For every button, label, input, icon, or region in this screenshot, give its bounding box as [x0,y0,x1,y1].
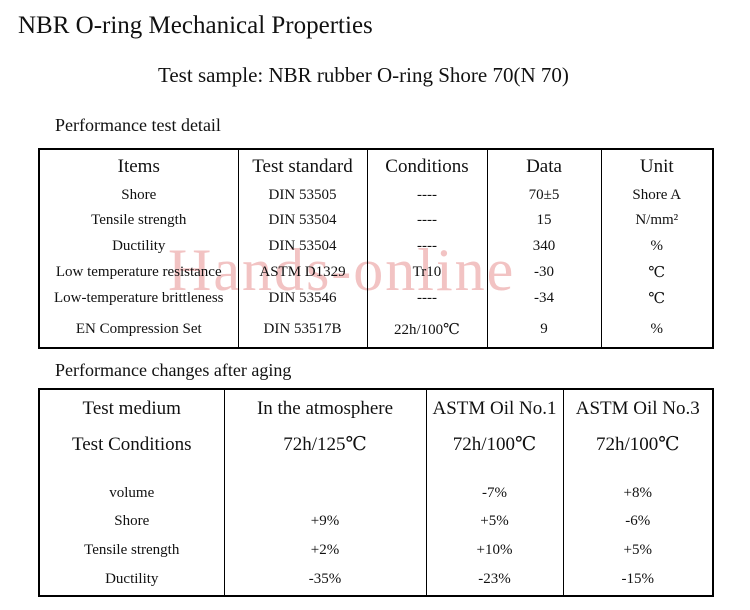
conditions-value: ---- [366,285,487,312]
data-value: 70±5 [486,184,601,207]
test-standard-value: DIN 53546 [237,285,367,312]
conditions-value: 22h/100℃ [366,312,487,348]
item-label: Low-temperature brittleness [38,285,238,312]
table-row-low-temperature-resistance: Low temperature resistance ASTM D1329 Tr… [38,259,713,285]
section-heading-performance-changes-after-aging: Performance changes after aging [55,360,292,380]
oil-no1-value: +5% [425,507,563,536]
oil-no3-value: +5% [562,536,713,564]
unit-value: N/mm² [600,207,713,233]
column-header-test-standard: Test standard [237,149,367,184]
table-row-en-compression-set: EN Compression Set DIN 53517B 22h/100℃ 9… [38,312,713,348]
aging-changes-table: Test medium In the atmosphere ASTM Oil N… [38,388,714,597]
oil-no3-value: +8% [562,479,713,507]
page-title: NBR O-ring Mechanical Properties [18,12,373,39]
data-value: 340 [486,233,601,259]
oil-no1-value: -23% [425,564,563,596]
test-standard-value: DIN 53504 [237,207,367,233]
test-standard-value: DIN 53517B [237,312,367,348]
spacer-row [38,461,713,479]
item-label: Ductility [38,564,224,596]
column-header-items: Items [38,149,238,184]
section-heading-performance-test-detail: Performance test detail [55,115,221,135]
table-row-tensile-strength: Tensile strength +2% +10% +5% [38,536,713,564]
spacer-cell [38,461,224,479]
atmosphere-value: -35% [223,564,426,596]
conditions-value: Tr10 [366,259,487,285]
test-standard-value: DIN 53505 [237,184,367,207]
oil-no1-value: -7% [425,479,563,507]
table-row-volume: volume -7% +8% [38,479,713,507]
conditions-value: ---- [366,207,487,233]
table-row-shore: Shore +9% +5% -6% [38,507,713,536]
test-standard-value: ASTM D1329 [237,259,367,285]
atmosphere-value: +2% [223,536,426,564]
column-header-data: Data [486,149,601,184]
test-standard-value: DIN 53504 [237,233,367,259]
table-row-ductility: Ductility DIN 53504 ---- 340 % [38,233,713,259]
conditions-value: ---- [366,233,487,259]
table-header-row-test-medium: Test medium In the atmosphere ASTM Oil N… [38,389,713,428]
oil-no1-value: +10% [425,536,563,564]
data-value: -34 [486,285,601,312]
item-label: Shore [38,507,224,536]
oil-no3-value: -15% [562,564,713,596]
item-label: Low temperature resistance [38,259,238,285]
unit-value: ℃ [600,285,713,312]
table-row-low-temperature-brittleness: Low-temperature brittleness DIN 53546 --… [38,285,713,312]
conditions-value: ---- [366,184,487,207]
table-row-tensile-strength: Tensile strength DIN 53504 ---- 15 N/mm² [38,207,713,233]
item-label: volume [38,479,224,507]
item-label: Tensile strength [38,207,238,233]
atmosphere-value [223,479,426,507]
table-row-ductility: Ductility -35% -23% -15% [38,564,713,596]
item-label: Tensile strength [38,536,224,564]
item-label: Ductility [38,233,238,259]
header-test-medium: Test medium [38,389,224,428]
table-header-row: Items Test standard Conditions Data Unit [38,149,713,184]
item-label: EN Compression Set [38,312,238,348]
oil-no3-value: -6% [562,507,713,536]
column-header-unit: Unit [600,149,713,184]
table-header-row-test-conditions: Test Conditions 72h/125℃ 72h/100℃ 72h/10… [38,428,713,461]
table-row-shore: Shore DIN 53505 ---- 70±5 Shore A [38,184,713,207]
unit-value: ℃ [600,259,713,285]
header-astm-oil-no3: ASTM Oil No.3 [562,389,713,428]
item-label: Shore [38,184,238,207]
column-header-conditions: Conditions [366,149,487,184]
performance-test-table: Items Test standard Conditions Data Unit… [38,148,714,349]
header-test-conditions: Test Conditions [38,428,224,461]
unit-value: % [600,233,713,259]
condition-oil-no3: 72h/100℃ [562,428,713,461]
data-value: 15 [486,207,601,233]
spacer-cell [425,461,563,479]
atmosphere-value: +9% [223,507,426,536]
spacer-cell [223,461,426,479]
data-value: 9 [486,312,601,348]
header-in-the-atmosphere: In the atmosphere [223,389,426,428]
data-value: -30 [486,259,601,285]
spacer-cell [562,461,713,479]
header-astm-oil-no1: ASTM Oil No.1 [425,389,563,428]
unit-value: % [600,312,713,348]
test-sample-line: Test sample: NBR rubber O-ring Shore 70(… [158,63,569,87]
condition-oil-no1: 72h/100℃ [425,428,563,461]
unit-value: Shore A [600,184,713,207]
condition-atmosphere: 72h/125℃ [223,428,426,461]
